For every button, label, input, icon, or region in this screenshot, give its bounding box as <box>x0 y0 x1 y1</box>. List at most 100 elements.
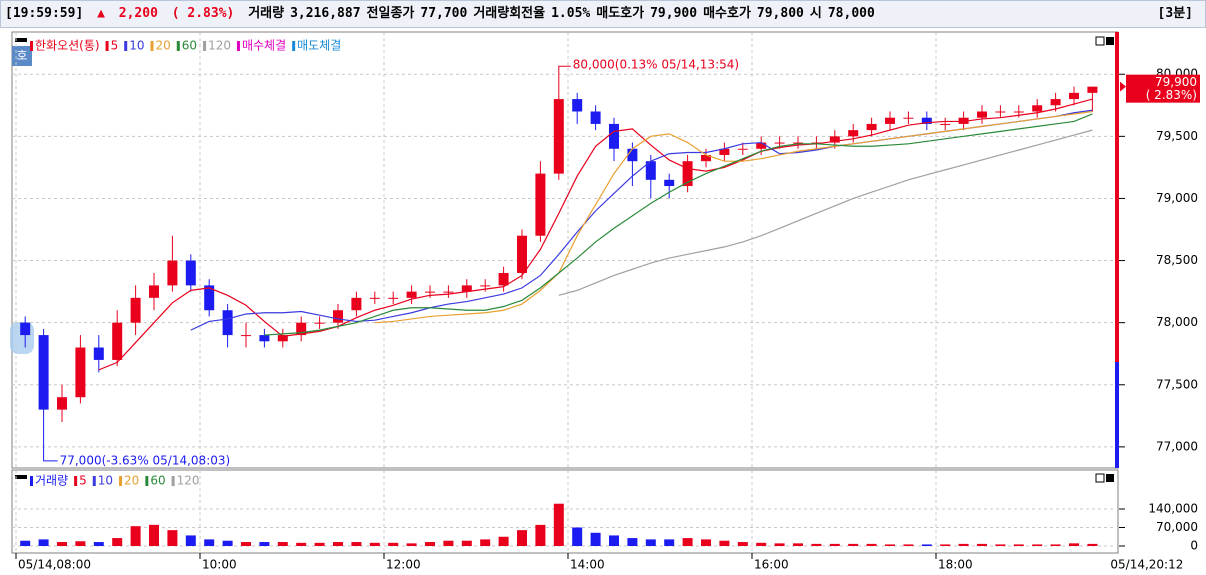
volume-bar <box>517 530 527 546</box>
volume-bar <box>130 526 141 546</box>
volume-bar <box>20 540 31 546</box>
candle-body <box>921 117 932 124</box>
candle-body <box>1032 105 1043 112</box>
legend-swatch <box>119 476 123 486</box>
candle-body <box>719 148 730 155</box>
candle-body <box>1050 99 1061 106</box>
volume-bar <box>535 524 546 546</box>
x-tick-label: 14:00 <box>570 558 605 572</box>
volume-bar <box>829 543 840 546</box>
candle-body <box>829 136 840 143</box>
field-value: 79,800 <box>756 6 804 21</box>
x-tick-label: 16:00 <box>754 558 789 572</box>
candle-body <box>185 260 196 286</box>
candle-body <box>866 123 877 131</box>
side-button[interactable] <box>12 46 32 66</box>
volume-bar <box>682 538 693 546</box>
candle-body <box>296 322 307 336</box>
legend-swatch <box>292 41 296 51</box>
candle-body <box>480 285 491 287</box>
volume-bar <box>369 542 380 546</box>
legend-swatch <box>92 476 96 486</box>
y-tick-label: 78,500 <box>1156 253 1198 267</box>
legend-swatch <box>176 41 180 51</box>
y-tick-label: 140,000 <box>1148 502 1198 516</box>
x-tick-label: 18:00 <box>938 558 973 572</box>
legend-label: 5 <box>111 39 119 53</box>
volume-bar <box>204 539 215 546</box>
candle-body <box>995 111 1006 113</box>
button[interactable] <box>1106 474 1114 482</box>
legend-swatch <box>30 476 33 486</box>
volume-bar <box>277 542 288 546</box>
volume-bar <box>793 543 803 546</box>
candle-body <box>425 291 435 293</box>
volume-bar <box>259 542 270 546</box>
candle-body <box>461 285 472 292</box>
volume-bar <box>774 543 785 546</box>
x-tick-label: 05/14,20:12 <box>1110 558 1183 572</box>
legend-swatch <box>124 41 128 51</box>
sell-ratio <box>1115 362 1119 468</box>
candle-body <box>737 148 748 150</box>
volume-bar <box>38 539 49 546</box>
candle-body <box>130 297 141 323</box>
legend-swatch <box>145 476 149 486</box>
button[interactable] <box>1095 36 1105 46</box>
legend-label: 120 <box>177 474 200 488</box>
volume-bar <box>811 543 822 546</box>
volume-bar <box>645 539 656 546</box>
legend-label: 60 <box>182 39 197 53</box>
legend-label: 매도체결 <box>297 39 341 53</box>
price-pointer <box>1120 81 1126 92</box>
volume-bar <box>93 542 104 546</box>
legend-label: 120 <box>208 39 231 53</box>
ma-line <box>558 129 1093 296</box>
candle-body <box>498 272 509 286</box>
candle-body <box>1069 92 1079 100</box>
field-label: 전일종가 <box>366 6 415 21</box>
high-annotation: 80,000(0.13% 05/14,13:54) <box>573 58 739 72</box>
volume-bar <box>222 540 233 546</box>
fields: 거래량 3,216,887 전일종가 77,700 거래량회전율 1.05% 매도호가 79,… <box>248 6 881 21</box>
legend-label: 10 <box>129 39 144 53</box>
volume-bar <box>185 535 196 546</box>
volume-bar <box>75 541 86 546</box>
time: [19:59:59] <box>5 6 84 21</box>
field-value: 3,216,887 <box>290 6 361 21</box>
arrow: ▲ <box>97 6 105 21</box>
button[interactable] <box>1095 473 1105 483</box>
volume-bar <box>425 542 435 546</box>
button[interactable] <box>1106 37 1114 45</box>
legend-swatch <box>105 41 109 51</box>
volume-bar <box>112 538 123 546</box>
candle-body <box>940 123 951 125</box>
x-tick-label: 10:00 <box>202 558 237 572</box>
candle-body <box>756 142 767 149</box>
legend-label: 매수체결 <box>242 39 286 53</box>
candle-body <box>885 117 895 124</box>
y-tick-label: 78,000 <box>1156 315 1198 329</box>
candle-body <box>406 291 417 298</box>
candle-body <box>388 297 399 299</box>
field-value: 77,700 <box>420 6 468 21</box>
volume-bar <box>737 542 748 546</box>
period[interactable]: [3분] <box>1157 6 1193 21</box>
volume-bar <box>977 543 987 546</box>
ma-line <box>98 98 1093 371</box>
volume-bar <box>57 542 67 546</box>
volume-bar <box>241 542 251 546</box>
field-value: 78,000 <box>827 6 875 21</box>
candle-body <box>167 260 178 286</box>
buy-ratio <box>1115 32 1119 362</box>
volume-bar <box>664 539 675 546</box>
candle-body <box>333 310 343 323</box>
legend-swatch <box>30 41 33 51</box>
volume-bar <box>572 527 583 546</box>
candle-body <box>204 285 215 311</box>
change-pct: ( 2.83%) <box>171 6 235 21</box>
candle-body <box>811 142 822 144</box>
field-label: 거래량회전율 <box>473 6 546 21</box>
volume-bar <box>296 542 307 546</box>
